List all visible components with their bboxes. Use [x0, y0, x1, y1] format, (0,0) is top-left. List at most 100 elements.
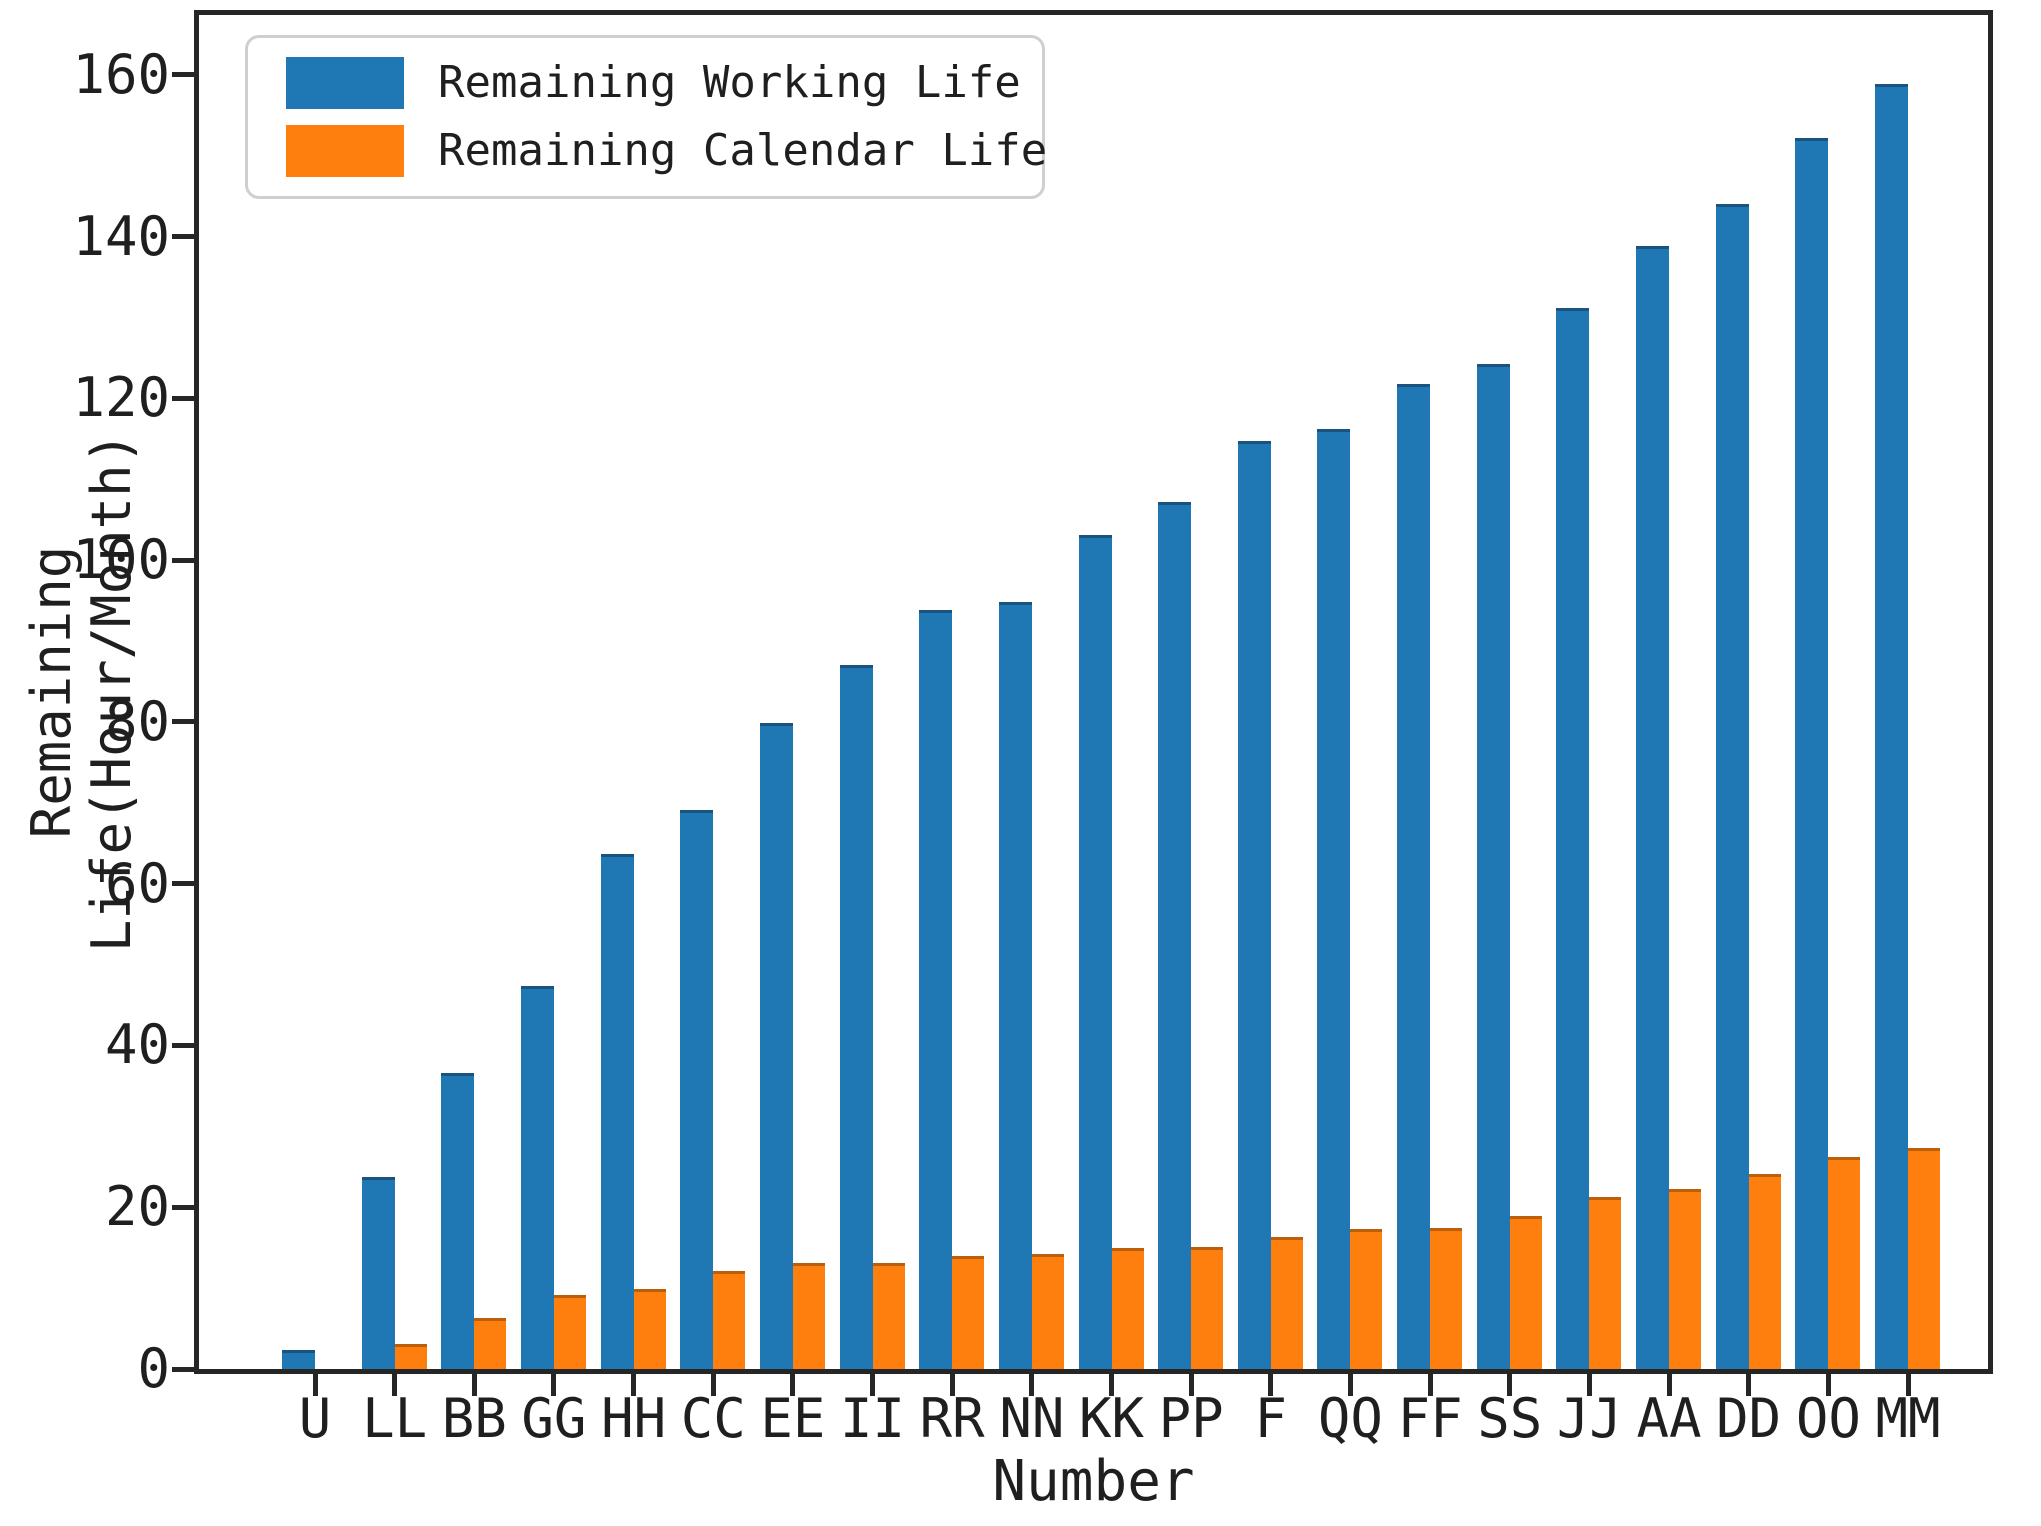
- bar-remaining-working-life: [600, 853, 634, 1369]
- x-tick: [1427, 1374, 1433, 1396]
- bar-remaining-working-life: [1636, 245, 1670, 1369]
- legend-entry-working-life: Remaining Working Life: [286, 57, 1042, 109]
- y-axis-tick-labels: 0 20 40 60 80 100 120 140 160: [0, 15, 170, 1395]
- x-tick-label: QQ: [1317, 1387, 1383, 1450]
- bar-remaining-calendar-life: [1908, 1148, 1940, 1369]
- x-tick: [1586, 1374, 1592, 1396]
- x-tick: [1507, 1374, 1513, 1396]
- bar-remaining-working-life: [998, 602, 1032, 1369]
- x-tick-label: OO: [1795, 1387, 1861, 1450]
- bar-remaining-working-life: [1715, 204, 1749, 1369]
- bar-remaining-working-life: [1875, 83, 1908, 1369]
- x-tick-label: DD: [1716, 1387, 1782, 1450]
- x-tick: [1268, 1374, 1274, 1396]
- y-tick: [172, 72, 194, 78]
- y-tick: [172, 1366, 194, 1372]
- y-tick-label: 120: [72, 366, 170, 430]
- bar-remaining-working-life: [1317, 429, 1351, 1369]
- x-tick-label: JJ: [1556, 1387, 1622, 1450]
- x-tick-label: BB: [441, 1387, 507, 1450]
- bar-remaining-working-life: [361, 1176, 395, 1369]
- bar-remaining-calendar-life: [1589, 1196, 1622, 1369]
- calendar-life-swatch-icon: [286, 125, 404, 177]
- legend: Remaining Working Life Remaining Calenda…: [245, 35, 1047, 199]
- bar-remaining-working-life: [919, 609, 953, 1369]
- bar-remaining-working-life: [520, 986, 554, 1369]
- bar-remaining-calendar-life: [1270, 1237, 1303, 1369]
- x-tick-label: RR: [919, 1387, 985, 1450]
- working-life-swatch-icon: [286, 57, 404, 109]
- x-tick: [1825, 1374, 1831, 1396]
- x-tick: [1029, 1374, 1035, 1396]
- bar-remaining-working-life: [441, 1072, 475, 1369]
- y-tick-label: 160: [72, 42, 170, 106]
- y-tick-label: 140: [72, 204, 170, 268]
- y-tick: [172, 557, 194, 563]
- x-tick-label: PP: [1158, 1387, 1224, 1450]
- bar-remaining-working-life: [1237, 440, 1271, 1369]
- bar-remaining-calendar-life: [633, 1288, 666, 1369]
- x-axis-title: Number: [992, 1449, 1195, 1514]
- legend-label-calendar-life: Remaining Calendar Life: [438, 125, 1048, 176]
- x-tick-label: NN: [999, 1387, 1065, 1450]
- bar-remaining-calendar-life: [1191, 1246, 1224, 1369]
- x-tick: [631, 1374, 637, 1396]
- x-tick-label: CC: [680, 1387, 746, 1450]
- x-tick: [1905, 1374, 1911, 1396]
- x-tick-label: EE: [760, 1387, 826, 1450]
- x-tick: [1746, 1374, 1752, 1396]
- y-tick-label: 20: [104, 1175, 170, 1239]
- x-tick-label: GG: [521, 1387, 587, 1450]
- x-tick: [870, 1374, 876, 1396]
- y-tick: [172, 395, 194, 401]
- bar-remaining-working-life: [282, 1350, 315, 1369]
- bar-remaining-working-life: [1397, 383, 1431, 1369]
- y-tick-label: 40: [104, 1013, 170, 1077]
- y-tick: [172, 234, 194, 240]
- legend-entry-calendar-life: Remaining Calendar Life: [286, 125, 1047, 177]
- y-tick-label: 80: [104, 689, 170, 753]
- x-tick-label: LL: [362, 1387, 428, 1450]
- y-tick-label: 0: [137, 1337, 170, 1400]
- bar-remaining-calendar-life: [1430, 1228, 1463, 1369]
- x-tick-label: HH: [601, 1387, 667, 1450]
- y-tick: [172, 719, 194, 725]
- x-tick: [710, 1374, 716, 1396]
- bar-remaining-working-life: [1078, 535, 1112, 1369]
- y-tick: [172, 881, 194, 887]
- bar-remaining-calendar-life: [952, 1255, 985, 1369]
- x-tick-label: AA: [1636, 1387, 1702, 1450]
- x-tick: [312, 1374, 318, 1396]
- x-tick-label: II: [840, 1387, 906, 1450]
- x-tick: [392, 1374, 398, 1396]
- y-tick-label: 60: [104, 851, 170, 915]
- bar-remaining-calendar-life: [1350, 1229, 1383, 1369]
- bar-remaining-calendar-life: [1111, 1247, 1144, 1369]
- x-tick: [949, 1374, 955, 1396]
- x-tick: [471, 1374, 477, 1396]
- bar-remaining-working-life: [680, 810, 714, 1369]
- bar-remaining-calendar-life: [1748, 1174, 1781, 1369]
- bar-remaining-working-life: [1556, 307, 1590, 1369]
- x-tick-label: MM: [1875, 1387, 1941, 1450]
- bar-remaining-calendar-life: [713, 1271, 746, 1369]
- bar-remaining-calendar-life: [553, 1295, 586, 1369]
- bar-remaining-calendar-life: [474, 1318, 507, 1369]
- bar-remaining-working-life: [1795, 138, 1829, 1369]
- y-tick: [172, 1204, 194, 1210]
- x-tick: [1347, 1374, 1353, 1396]
- y-tick: [172, 1042, 194, 1048]
- x-tick-label: FF: [1397, 1387, 1463, 1450]
- x-tick: [1666, 1374, 1672, 1396]
- bar-remaining-working-life: [1476, 364, 1510, 1369]
- x-tick: [1188, 1374, 1194, 1396]
- bar-remaining-working-life: [1158, 501, 1192, 1369]
- x-tick: [1109, 1374, 1114, 1396]
- plot-area: Remaining Working Life Remaining Calenda…: [172, 10, 1993, 1396]
- bar-remaining-calendar-life: [1828, 1157, 1861, 1369]
- bar-remaining-calendar-life: [872, 1263, 905, 1369]
- bar-remaining-working-life: [839, 665, 873, 1369]
- x-tick-label: F: [1254, 1387, 1288, 1450]
- x-tick-label: SS: [1477, 1387, 1543, 1450]
